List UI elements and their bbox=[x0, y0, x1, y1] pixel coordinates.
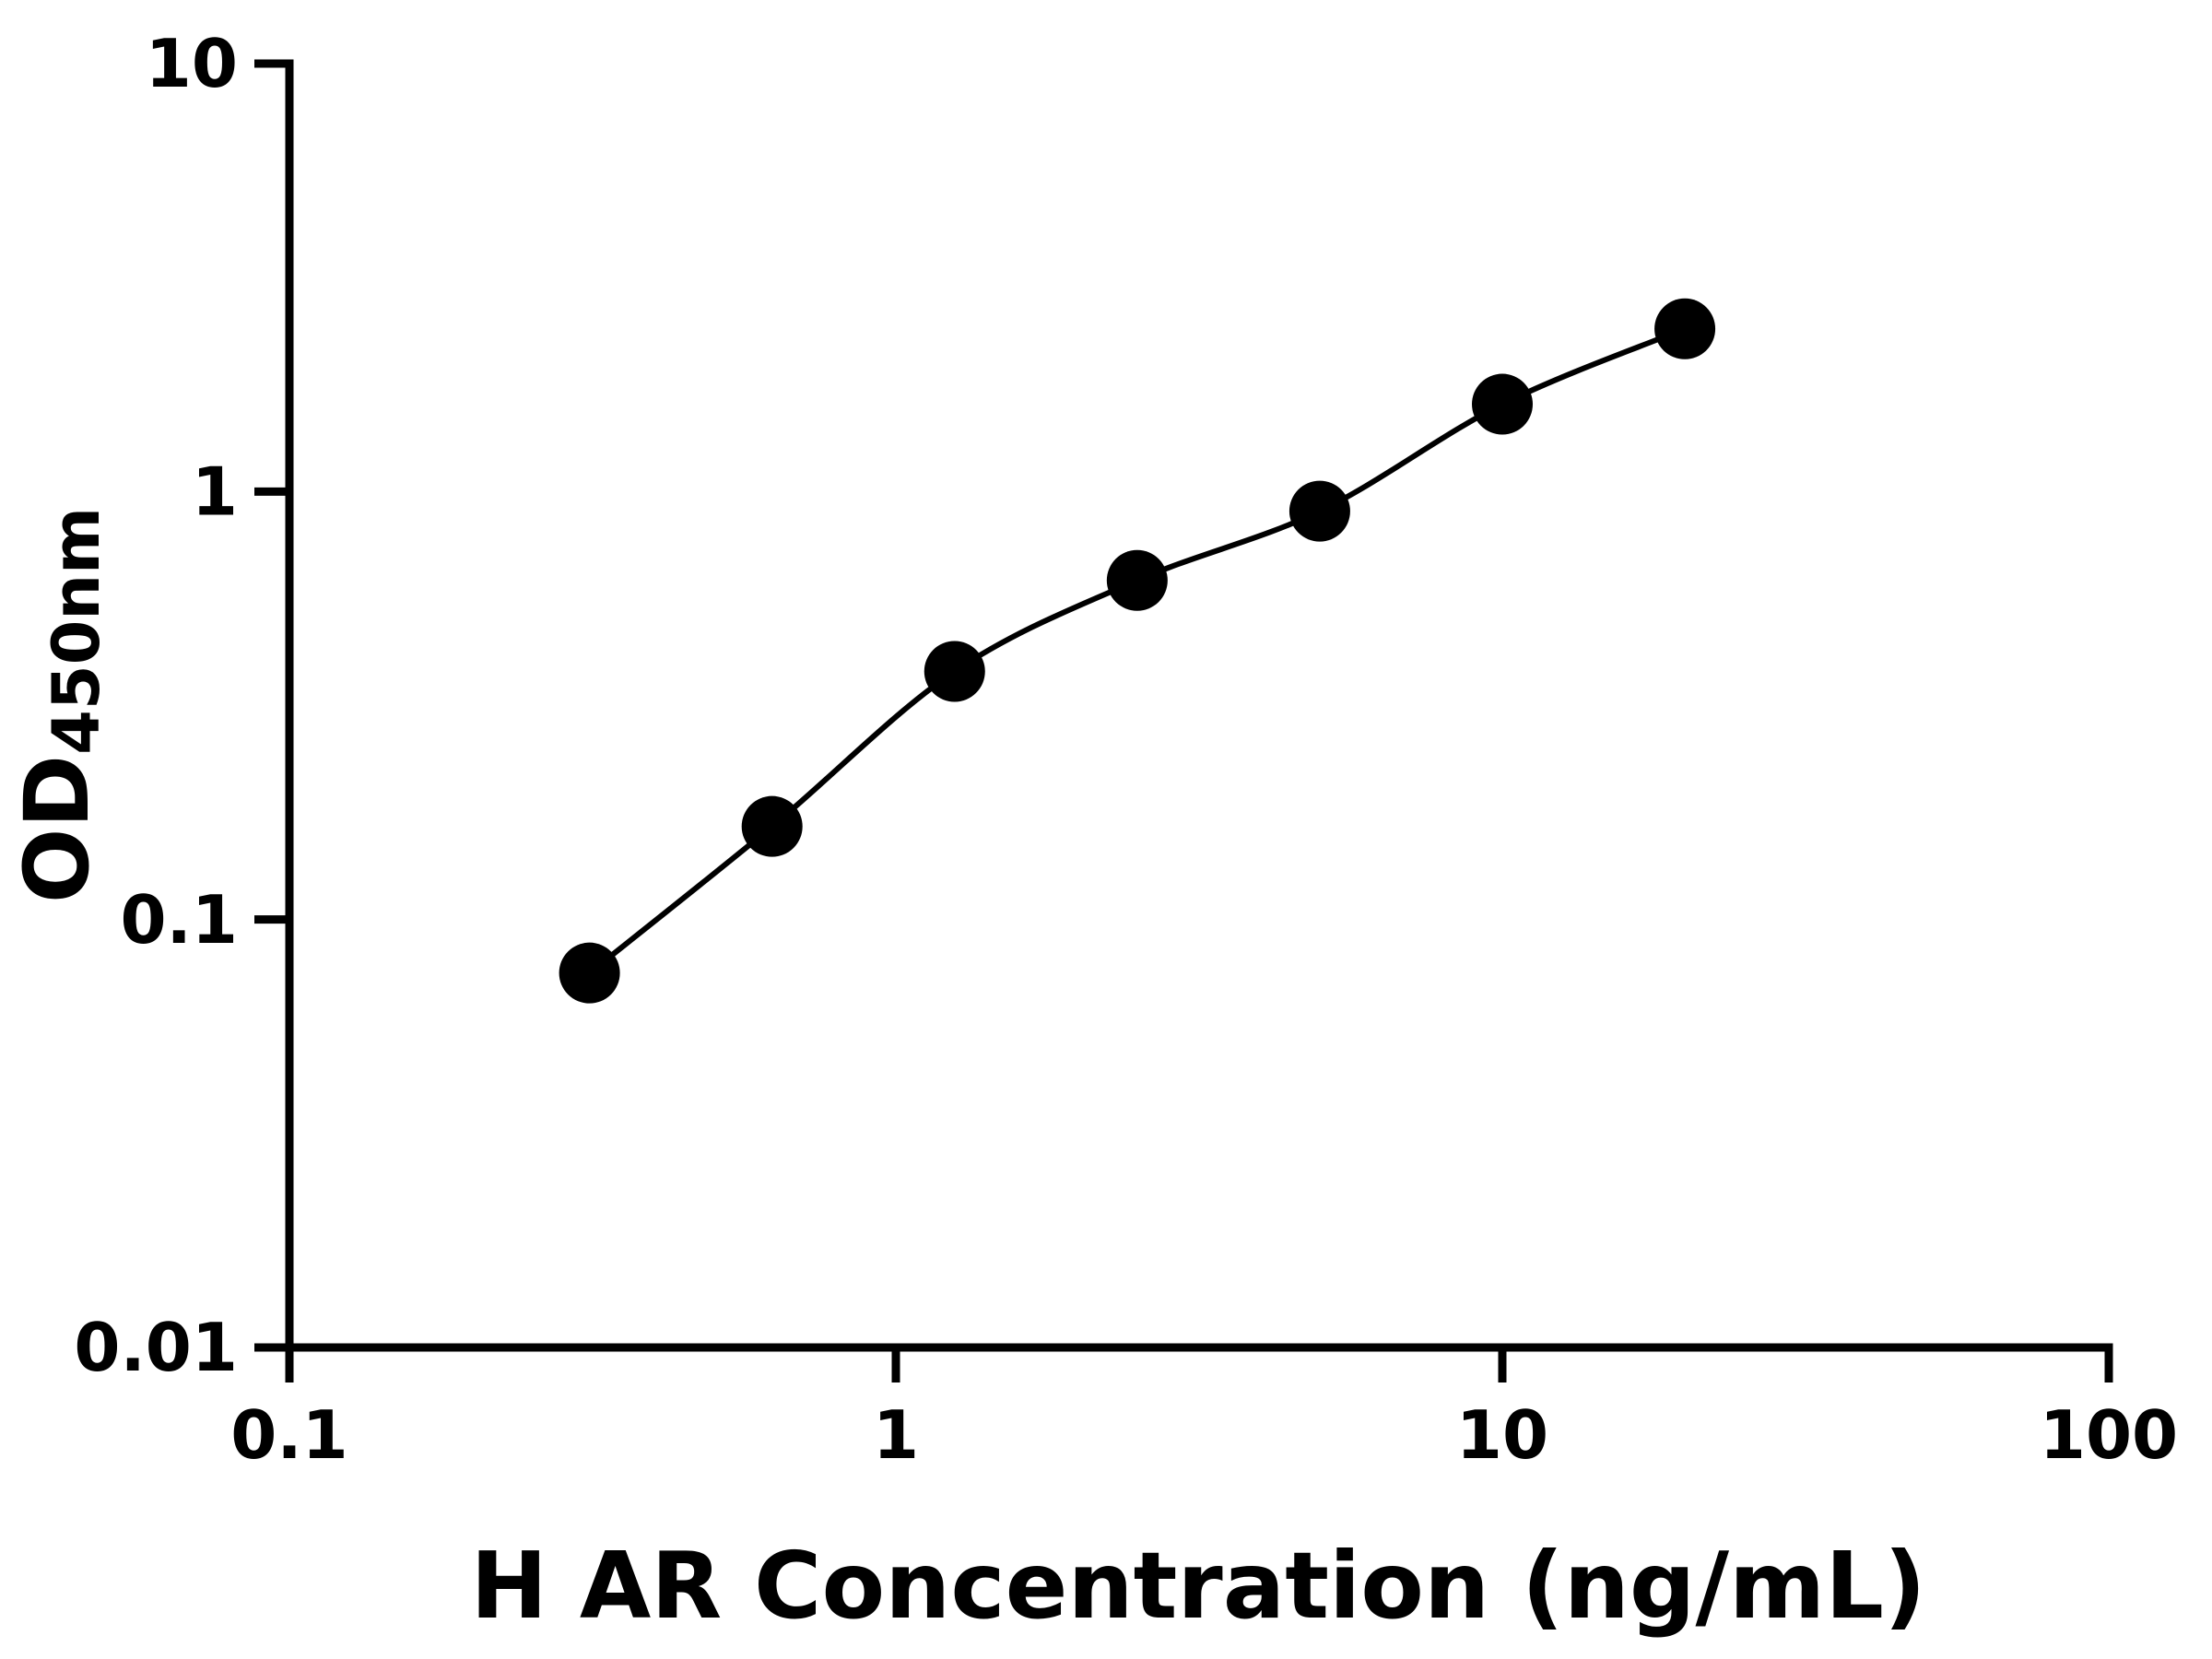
axes-spine bbox=[285, 59, 2113, 1352]
data-point-marker bbox=[559, 942, 620, 1004]
y-axis-tick-label: 10 bbox=[146, 25, 238, 102]
data-point-marker bbox=[741, 795, 803, 857]
data-point-marker bbox=[1472, 373, 1533, 435]
y-axis-tick-label: 0.01 bbox=[74, 1309, 238, 1386]
data-point-marker bbox=[1654, 298, 1716, 359]
data-point-marker bbox=[924, 641, 985, 702]
y-axis-tick-label: 1 bbox=[192, 453, 238, 531]
plot-area: 0.1 1 10 100 0.01 0.1 1 10 bbox=[74, 25, 2178, 1474]
x-axis-tick-label: 10 bbox=[1456, 1396, 1548, 1474]
x-axis-title: H AR Concentration (ng/mL) bbox=[470, 1532, 1925, 1640]
x-axis-tick-label: 0.1 bbox=[230, 1396, 348, 1474]
y-axis-title-main: OD bbox=[6, 755, 109, 903]
x-axis-tick-label: 1 bbox=[873, 1396, 919, 1474]
y-axis-title: OD450nm bbox=[6, 507, 114, 903]
y-axis-title-subscript: 450nm bbox=[39, 507, 114, 755]
y-axis-tick-label: 0.1 bbox=[120, 881, 238, 959]
data-point-marker bbox=[1106, 549, 1168, 611]
data-point-marker bbox=[1288, 480, 1350, 542]
x-axis-tick-label: 100 bbox=[2040, 1396, 2178, 1474]
